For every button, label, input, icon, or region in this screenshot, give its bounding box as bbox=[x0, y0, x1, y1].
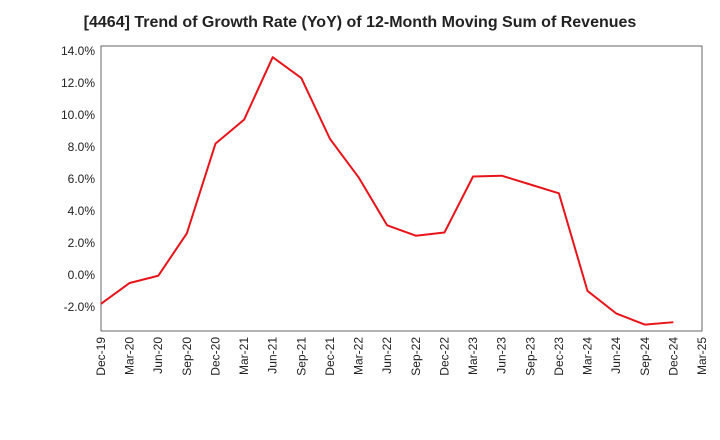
y-tick-label: 12.0% bbox=[61, 76, 95, 90]
y-tick-label: 14.0% bbox=[61, 44, 95, 58]
chart-title: [4464] Trend of Growth Rate (YoY) of 12-… bbox=[83, 14, 637, 31]
x-tick-label: Dec-21 bbox=[323, 337, 337, 376]
y-tick-label: 8.0% bbox=[68, 140, 96, 154]
x-tick-labels: Dec-19 Mar-20 Jun-20 Sep-20 Dec-20 Mar-21 Jun-… bbox=[94, 337, 709, 376]
series-layer bbox=[100, 56, 674, 326]
x-tick-label: Jun-21 bbox=[266, 337, 280, 374]
y-tick-label: 0.0% bbox=[68, 268, 96, 282]
plot-area bbox=[100, 45, 703, 332]
x-tick-label: Jun-22 bbox=[380, 337, 394, 374]
y-tick-label: -2.0% bbox=[64, 300, 96, 314]
x-tick-label: Mar-21 bbox=[237, 337, 251, 375]
x-tick-label: Sep-24 bbox=[638, 337, 652, 376]
x-tick-label: Sep-23 bbox=[523, 337, 537, 376]
x-tick-label: Jun-23 bbox=[495, 337, 509, 374]
x-tick-label: Dec-22 bbox=[437, 337, 451, 376]
x-tick-label: Sep-20 bbox=[180, 337, 194, 376]
x-tick-label: Mar-20 bbox=[123, 337, 137, 375]
x-tick-label: Jun-24 bbox=[609, 337, 623, 374]
y-tick-label: 2.0% bbox=[68, 236, 96, 250]
y-tick-labels: -2.0% 0.0% 2.0% 4.0% 6.0% 8.0% 10.0% 12.0% 14.0% bbox=[61, 44, 95, 314]
x-tick-label: Dec-23 bbox=[552, 337, 566, 376]
x-tick-label: Sep-22 bbox=[409, 337, 423, 376]
x-tick-label: Mar-25 bbox=[695, 337, 709, 375]
x-tick-label: Dec-19 bbox=[94, 337, 108, 376]
y-tick-label: 4.0% bbox=[68, 204, 96, 218]
x-tick-label: Dec-24 bbox=[666, 337, 680, 376]
axes bbox=[100, 45, 703, 332]
y-tick-label: 10.0% bbox=[61, 108, 95, 122]
x-tick-label: Mar-23 bbox=[466, 337, 480, 375]
x-tick-label: Jun-20 bbox=[151, 337, 165, 374]
x-tick-label: Dec-20 bbox=[208, 337, 222, 376]
x-tick-label: Mar-22 bbox=[352, 337, 366, 375]
x-tick-label: Mar-24 bbox=[581, 337, 595, 375]
x-tick-label: Sep-21 bbox=[294, 337, 308, 376]
y-tick-label: 6.0% bbox=[68, 172, 96, 186]
